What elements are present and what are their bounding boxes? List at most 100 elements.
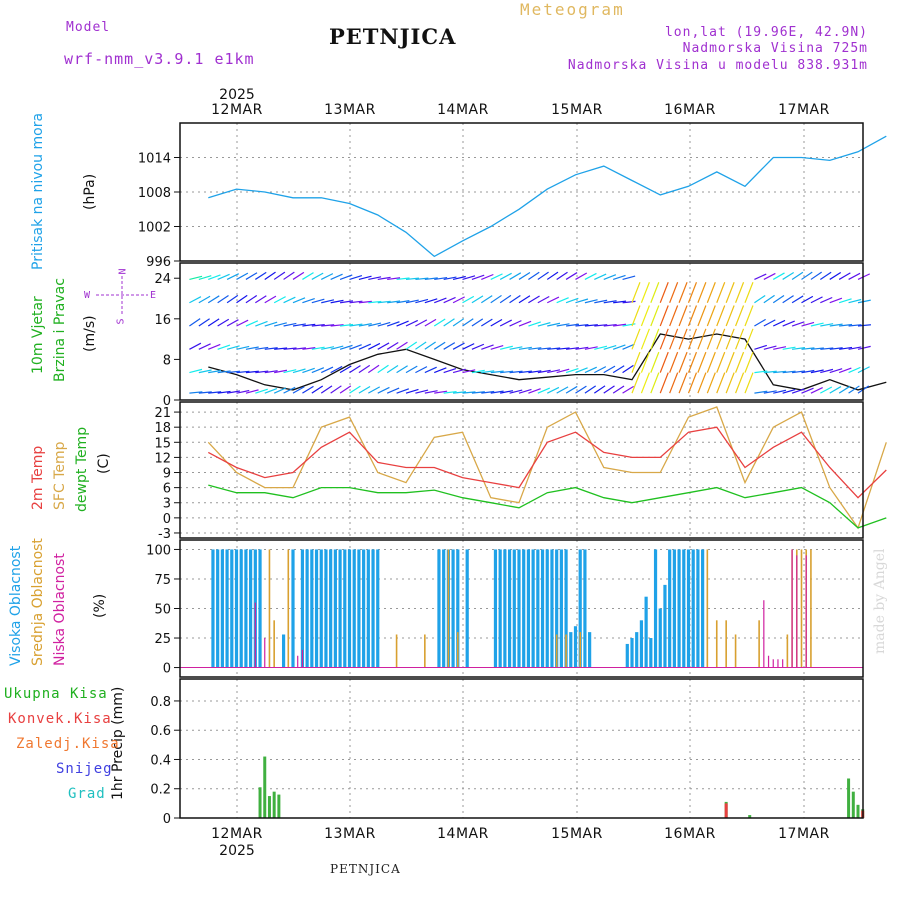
wind-barb-131 xyxy=(386,387,400,394)
wind-barb-140 xyxy=(405,319,418,327)
wind-barb-390 xyxy=(820,296,833,304)
wind-barb-33 xyxy=(236,345,250,350)
wind-barb-256 xyxy=(584,366,597,374)
bottom-day-0: 12MAR xyxy=(211,826,263,842)
wind-barb-18 xyxy=(217,273,230,280)
wind-barb-383 xyxy=(810,271,822,280)
cloud-bar-0-43 xyxy=(526,549,531,668)
wind-barb-243 xyxy=(566,347,580,350)
wind-barb-286 xyxy=(631,372,641,394)
wind-barb-10 xyxy=(198,369,212,374)
cloud-bar-1-15 xyxy=(786,634,789,668)
wind-barb-192 xyxy=(490,273,503,280)
wind-barb-90 xyxy=(330,273,343,280)
wind-barb-268 xyxy=(603,365,616,374)
wind-barb-25 xyxy=(226,294,239,304)
wind-barb-337 xyxy=(735,282,745,303)
wind-barb-71 xyxy=(292,386,305,394)
wind-barb-410 xyxy=(848,346,862,350)
wind-barb-303 xyxy=(669,305,679,327)
wind-barb-227 xyxy=(537,387,551,394)
cloud-bar-0-5 xyxy=(234,549,239,668)
wind-barb-208 xyxy=(509,370,523,374)
bottom-year: 2025 xyxy=(219,843,255,859)
ytick-0-0: 1014 xyxy=(138,152,171,167)
wind-barb-281 xyxy=(622,385,634,394)
wind-barb-226 xyxy=(537,369,551,374)
cloud-bar-2-4 xyxy=(763,600,765,668)
wind-barb-351 xyxy=(754,370,768,374)
wind-barb-171 xyxy=(452,342,465,350)
wind-barb-203 xyxy=(500,390,514,394)
precip-label-2: Zaledj.Kisa xyxy=(16,736,120,752)
bottom-day-1: 13MAR xyxy=(324,826,376,842)
wind-barb-417 xyxy=(857,366,870,374)
wind-barb-364 xyxy=(773,389,787,394)
cloud-bar-0-35 xyxy=(465,549,469,668)
cloud-bar-0-34 xyxy=(456,549,460,668)
cloud-bar-0-31 xyxy=(442,549,446,668)
cloud-bar-0-50 xyxy=(559,549,563,668)
wind-barb-244 xyxy=(565,367,579,374)
wind-barb-83 xyxy=(311,385,324,394)
wind-barb-311 xyxy=(678,372,688,394)
wind-barb-45 xyxy=(255,346,269,350)
wind-barb-272 xyxy=(613,323,627,327)
wind-barb-331 xyxy=(716,372,726,394)
cloud-bar-0-7 xyxy=(244,549,248,668)
wind-barb-413 xyxy=(857,273,871,280)
ytick-0-2: 1002 xyxy=(138,221,171,236)
ytick-2-4: 9 xyxy=(163,467,171,482)
cloud-bar-0-52 xyxy=(569,632,573,668)
wind-barb-197 xyxy=(490,390,504,394)
wind-barb-188 xyxy=(481,318,493,327)
wind-barb-146 xyxy=(415,319,428,327)
wind-barb-166 xyxy=(443,367,457,374)
wind-barb-357 xyxy=(763,370,777,374)
wind-barb-270 xyxy=(612,274,626,281)
ytick-1-3: 0 xyxy=(163,394,171,409)
wind-barb-113 xyxy=(358,385,371,394)
wind-barb-77 xyxy=(302,385,314,394)
wind-barb-361 xyxy=(772,319,786,327)
wind-barb-176 xyxy=(462,318,474,327)
wind-barb-158 xyxy=(433,318,446,327)
wind-barb-319 xyxy=(697,328,707,350)
wind-barb-245 xyxy=(565,385,578,394)
wind-barb-136 xyxy=(396,365,408,374)
cloud-bar-0-10 xyxy=(258,549,262,668)
wind-barb-222 xyxy=(537,271,549,280)
wind-barb-143 xyxy=(405,388,419,394)
wind-barb-241 xyxy=(565,297,579,304)
cloud-bar-1-13 xyxy=(734,634,737,668)
ytick-3-3: 25 xyxy=(154,632,171,647)
wind-barb-266 xyxy=(603,323,617,327)
model-label: Model xyxy=(66,20,111,35)
wind-barb-348 xyxy=(754,294,766,304)
wind-barb-379 xyxy=(801,321,815,327)
cloud-bar-0-1 xyxy=(216,549,220,668)
cloud-bar-0-48 xyxy=(550,549,554,668)
cloud-bar-0-51 xyxy=(564,549,568,668)
wind-barb-369 xyxy=(782,370,796,374)
wind-barb-254 xyxy=(584,324,598,327)
wind-barb-152 xyxy=(424,318,437,327)
wind-barb-8 xyxy=(198,318,210,327)
model-name: wrf-nmm_v3.9.1 e1km xyxy=(64,50,255,68)
wind-barb-284 xyxy=(631,328,641,350)
wind-barb-150 xyxy=(424,277,438,281)
wind-barb-336 xyxy=(725,372,735,394)
wind-barb-54 xyxy=(273,271,286,280)
wind-barb-338 xyxy=(735,305,745,327)
wind-barb-116 xyxy=(368,322,382,327)
cloud-bar-2-8 xyxy=(782,659,784,668)
cloud-bar-0-6 xyxy=(239,549,243,668)
cloud-bar-0-57 xyxy=(625,643,629,668)
wind-barb-335 xyxy=(725,351,735,373)
wind-barb-251 xyxy=(575,385,587,394)
wind-barb-84 xyxy=(320,273,334,280)
wind-barb-290 xyxy=(640,351,650,373)
wind-barb-164 xyxy=(443,318,455,327)
wind-barb-316 xyxy=(687,372,698,394)
